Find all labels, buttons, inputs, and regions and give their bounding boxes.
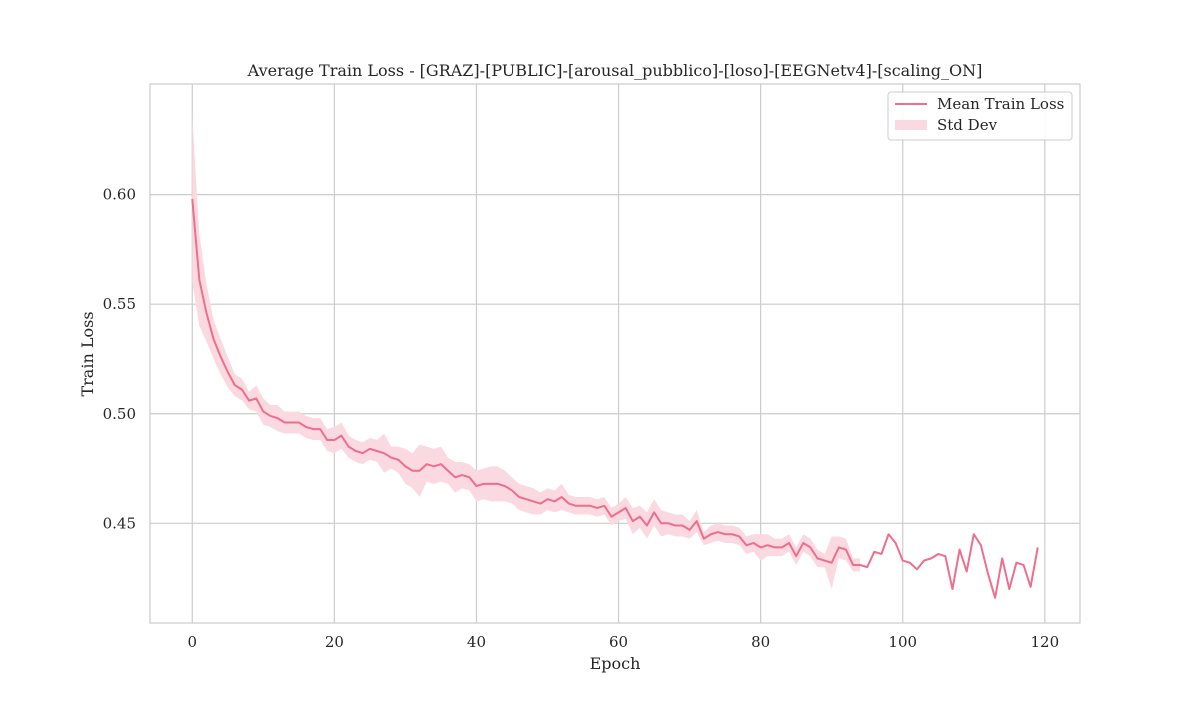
plot-frame bbox=[149, 83, 1081, 624]
std-dev-band-layer bbox=[192, 115, 861, 590]
x-tick-label: 120 bbox=[1031, 633, 1060, 651]
y-tick-label: 0.50 bbox=[103, 405, 136, 423]
x-tick-labels: 0 20 40 60 80 100 120 bbox=[187, 633, 1059, 651]
mean-train-loss-line bbox=[191, 198, 1039, 599]
x-tick-label: 20 bbox=[325, 633, 344, 651]
legend: Mean Train Loss Std Dev bbox=[887, 91, 1073, 141]
y-axis-label: Train Loss bbox=[78, 311, 97, 396]
x-tick-label: 0 bbox=[187, 633, 197, 651]
legend-band-swatch bbox=[895, 120, 927, 130]
legend-label-std: Std Dev bbox=[937, 116, 998, 134]
x-tick-label: 80 bbox=[751, 633, 770, 651]
x-tick-label: 60 bbox=[609, 633, 628, 651]
grid-lines bbox=[150, 84, 1080, 623]
y-tick-label: 0.60 bbox=[103, 186, 136, 204]
x-axis-label: Epoch bbox=[590, 654, 641, 673]
y-tick-label: 0.55 bbox=[103, 295, 136, 313]
mean-line-layer bbox=[191, 198, 1039, 599]
x-tick-label: 100 bbox=[888, 633, 917, 651]
legend-label-mean: Mean Train Loss bbox=[937, 95, 1064, 113]
legend-box bbox=[887, 91, 1073, 141]
chart-title: Average Train Loss - [GRAZ]-[PUBLIC]-[ar… bbox=[247, 61, 983, 80]
x-tick-label: 40 bbox=[467, 633, 486, 651]
y-tick-labels: 0.45 0.50 0.55 0.60 bbox=[103, 186, 136, 533]
y-tick-label: 0.45 bbox=[103, 514, 136, 532]
std-dev-band bbox=[192, 115, 861, 590]
